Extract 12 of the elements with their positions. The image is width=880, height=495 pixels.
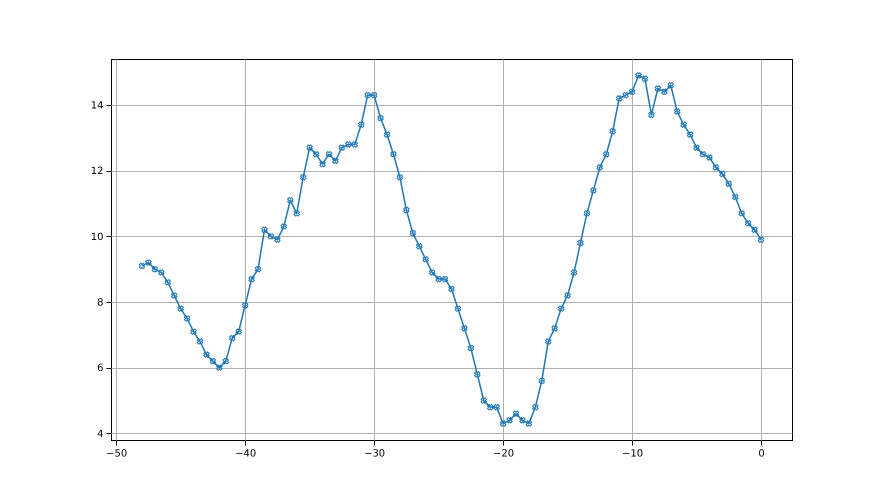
x-tick-label: −10 xyxy=(622,448,644,460)
y-tick-label: 10 xyxy=(90,232,104,243)
y-tick-label: 4 xyxy=(97,428,104,440)
x-tick-label: −50 xyxy=(106,448,128,460)
y-tick-label: 12 xyxy=(90,166,104,178)
y-tick-label: 6 xyxy=(97,363,104,374)
x-tick-label: −40 xyxy=(235,448,256,460)
y-tick-label: 14 xyxy=(90,100,104,112)
x-tick-label: 0 xyxy=(758,448,765,460)
x-tick-label: −30 xyxy=(364,448,386,460)
y-tick-label: 8 xyxy=(97,298,104,309)
x-tick-label: −20 xyxy=(493,448,514,460)
